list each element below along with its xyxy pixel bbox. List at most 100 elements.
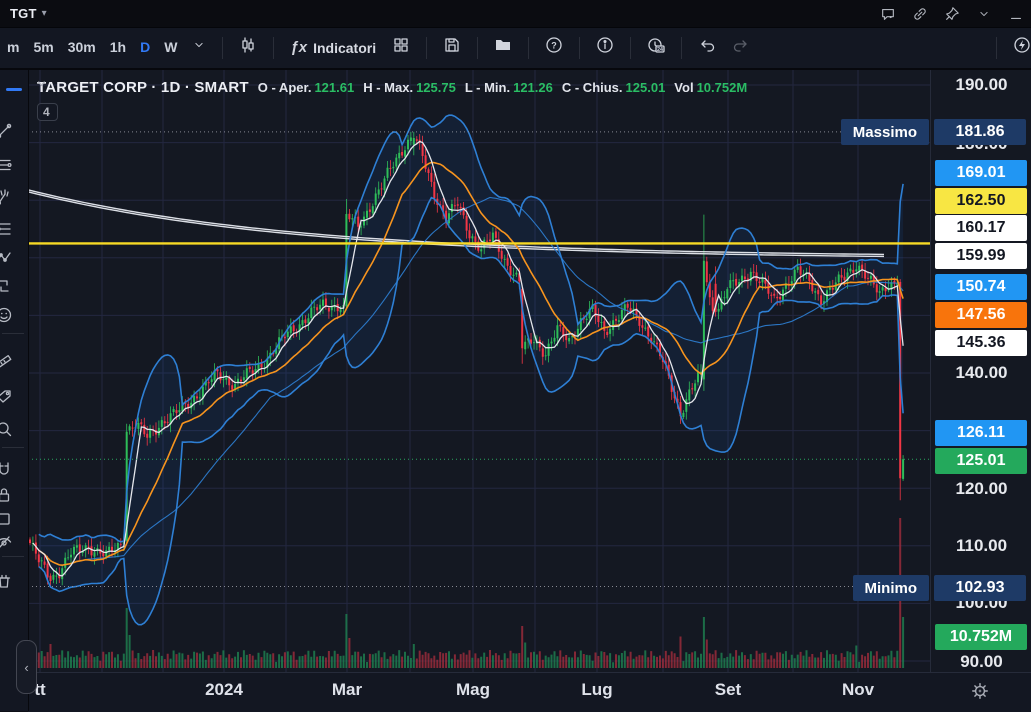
legend-ohlc-item: H - Max.125.75 <box>363 80 456 95</box>
legend-title[interactable]: TARGET CORP · 1D · SMART <box>37 79 249 96</box>
folder-icon <box>494 36 512 59</box>
time-axis-label-Lug: Lug <box>581 680 612 700</box>
candlestick-chart[interactable] <box>28 70 930 672</box>
fibonacci-icon[interactable] <box>0 220 17 242</box>
chat-icon[interactable] <box>879 5 897 23</box>
redo-button[interactable] <box>724 27 758 68</box>
price-badge-162.50: 162.50 <box>935 188 1027 214</box>
main-toolbar: m5m30m1hDW ƒx Indicatori ? 24 <box>0 27 1031 70</box>
indicators-button[interactable]: ƒx Indicatori <box>282 27 384 68</box>
legend-ohlc-item: Vol 10.752M <box>674 80 747 95</box>
quick-actions-button[interactable] <box>1005 27 1031 68</box>
search-icon[interactable] <box>0 420 17 442</box>
time-axis[interactable]: tt2024MarMagLugSetNov <box>28 672 1031 712</box>
interval-button-5m[interactable]: 5m <box>26 27 60 68</box>
legend-label: C - Chius. <box>562 80 623 95</box>
price-axis-label: 110.00 <box>931 536 1031 556</box>
info-button[interactable] <box>588 27 622 68</box>
legend-label: Vol <box>674 80 693 95</box>
open-layout-button[interactable] <box>486 27 520 68</box>
pattern-icon[interactable] <box>0 249 17 271</box>
gear-icon[interactable] <box>970 681 990 701</box>
legend-value: 10.752M <box>697 80 748 95</box>
chevron-down-icon: ▾ <box>42 8 47 19</box>
layout-grid-icon <box>392 36 410 59</box>
interval-button-1h[interactable]: 1h <box>103 27 133 68</box>
price-axis-label: 140.00 <box>931 363 1031 383</box>
legend-ohlc-item: O - Aper.121.61 <box>258 80 354 95</box>
interval-button-30m[interactable]: 30m <box>61 27 103 68</box>
active-tool-marker <box>6 88 22 91</box>
collapse-sidebar-handle[interactable]: ‹ <box>16 640 37 694</box>
magnet-icon[interactable] <box>0 460 17 482</box>
horizontal-lines-icon[interactable] <box>0 156 17 178</box>
chart-style-button[interactable] <box>231 27 265 68</box>
brackets-icon[interactable] <box>0 277 17 299</box>
chart-pane[interactable]: TARGET CORP · 1D · SMART O - Aper.121.61… <box>28 70 930 672</box>
emoji-icon[interactable] <box>0 306 17 328</box>
legend-ohlc-item: C - Chius.125.01 <box>562 80 665 95</box>
titlebar-actions <box>879 5 1031 23</box>
divider <box>579 37 580 59</box>
legend-label: L - Min. <box>465 80 510 95</box>
price-axis-label: 190.00 <box>931 75 1031 95</box>
info-icon <box>596 36 614 59</box>
massimo-tag: Massimo <box>841 119 929 145</box>
ruler-icon[interactable] <box>0 352 17 374</box>
minimo-value-badge: 102.93 <box>934 575 1026 601</box>
price-badge-145.36: 145.36 <box>935 330 1027 356</box>
tag-icon[interactable] <box>0 388 17 410</box>
interval-button-W[interactable]: W <box>157 27 184 68</box>
pin-icon[interactable] <box>943 5 961 23</box>
chevron-down-icon <box>37 79 46 88</box>
layout-grid-button[interactable] <box>384 27 418 68</box>
collapsed-count: 4 <box>43 105 50 119</box>
interval-group: m5m30m1hDW <box>0 27 184 68</box>
price-badge-10.752M: 10.752M <box>935 624 1027 650</box>
divider <box>996 37 997 59</box>
time-axis-label-Mag: Mag <box>456 680 490 700</box>
collapsed-indicators-badge[interactable]: 4 <box>37 103 58 121</box>
symbol-button[interactable]: TGT ▾ <box>0 0 57 27</box>
undo-button[interactable] <box>690 27 724 68</box>
minimo-tag: Minimo <box>853 575 930 601</box>
divider <box>630 37 631 59</box>
link-icon[interactable] <box>911 5 929 23</box>
drawing-tools-sidebar <box>0 70 29 711</box>
divider <box>2 447 24 448</box>
price-badge-147.56: 147.56 <box>935 302 1027 328</box>
help-button[interactable]: ? <box>537 27 571 68</box>
divider <box>273 37 274 59</box>
interval-button-D[interactable]: D <box>133 27 157 68</box>
fx-icon: ƒx <box>290 39 307 56</box>
svg-text:24: 24 <box>657 47 663 53</box>
minimize-icon[interactable] <box>1007 5 1025 23</box>
chevron-down-icon <box>192 38 206 57</box>
price-badge-150.74: 150.74 <box>935 274 1027 300</box>
legend-value: 125.01 <box>626 80 666 95</box>
box-icon[interactable] <box>0 510 17 532</box>
legend-label: H - Max. <box>363 80 413 95</box>
legend-row: TARGET CORP · 1D · SMART O - Aper.121.61… <box>37 79 747 96</box>
divider <box>2 333 24 334</box>
pitchfork-icon[interactable] <box>0 188 17 210</box>
interval-button-m[interactable]: m <box>0 27 26 68</box>
time-axis-label-Set: Set <box>715 680 741 700</box>
legend-value: 121.26 <box>513 80 553 95</box>
price-axis-label: 90.00 <box>931 652 1031 672</box>
divider <box>222 37 223 59</box>
trash-icon[interactable] <box>0 572 17 594</box>
save-icon <box>443 36 461 59</box>
undo-icon <box>698 36 716 59</box>
bollinger-fill <box>39 115 903 625</box>
chevron-down-icon[interactable] <box>975 5 993 23</box>
market-hours-button[interactable]: 24 <box>639 27 673 68</box>
lock-icon[interactable] <box>0 486 17 508</box>
interval-dropdown-button[interactable] <box>184 27 214 68</box>
window-titlebar: TGT ▾ <box>0 0 1031 28</box>
save-button[interactable] <box>435 27 469 68</box>
symbol-label: TGT <box>10 6 37 21</box>
trend-line-icon[interactable] <box>0 122 17 144</box>
eye-off-icon[interactable] <box>0 533 17 555</box>
divider <box>477 37 478 59</box>
